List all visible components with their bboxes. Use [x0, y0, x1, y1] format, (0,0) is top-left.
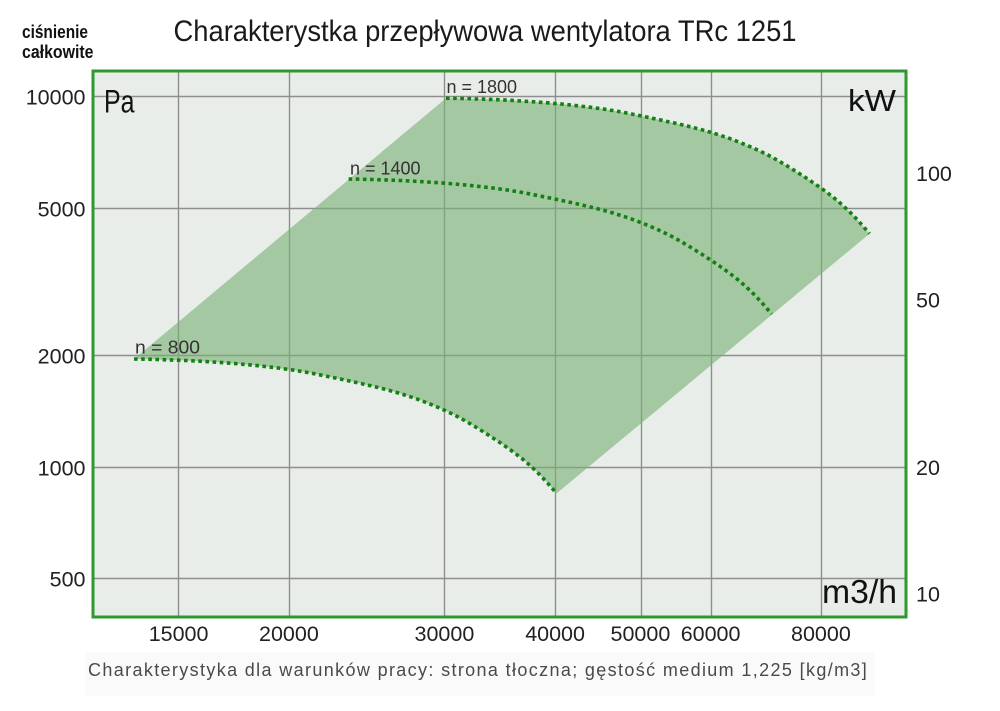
svg-text:kW: kW [848, 83, 897, 118]
svg-text:m3/h: m3/h [822, 573, 897, 610]
svg-text:ciśnienie: ciśnienie [22, 22, 88, 42]
svg-text:15000: 15000 [149, 622, 209, 646]
svg-text:Charakterystyka dla warunków p: Charakterystyka dla warunków pracy: stro… [88, 660, 868, 680]
svg-text:50: 50 [916, 288, 940, 312]
svg-text:20000: 20000 [259, 622, 319, 646]
svg-text:n = 800: n = 800 [135, 338, 200, 358]
svg-text:10: 10 [916, 582, 940, 606]
svg-text:n = 1800: n = 1800 [447, 77, 518, 97]
svg-text:500: 500 [50, 567, 86, 591]
svg-text:10000: 10000 [26, 85, 86, 109]
svg-text:2000: 2000 [38, 344, 86, 368]
svg-text:30000: 30000 [415, 622, 475, 646]
svg-text:20: 20 [916, 456, 940, 480]
svg-text:Charakterystka przepływowa wen: Charakterystka przepływowa wentylatora T… [174, 15, 797, 48]
svg-text:60000: 60000 [681, 622, 741, 646]
svg-text:5000: 5000 [38, 197, 86, 221]
svg-text:całkowite: całkowite [22, 42, 94, 62]
svg-text:1000: 1000 [38, 456, 86, 480]
svg-text:Pa: Pa [104, 84, 135, 120]
svg-text:80000: 80000 [791, 622, 851, 646]
svg-text:50000: 50000 [611, 622, 671, 646]
svg-text:n = 1400: n = 1400 [350, 159, 421, 179]
svg-text:100: 100 [916, 162, 952, 186]
svg-text:40000: 40000 [525, 622, 585, 646]
